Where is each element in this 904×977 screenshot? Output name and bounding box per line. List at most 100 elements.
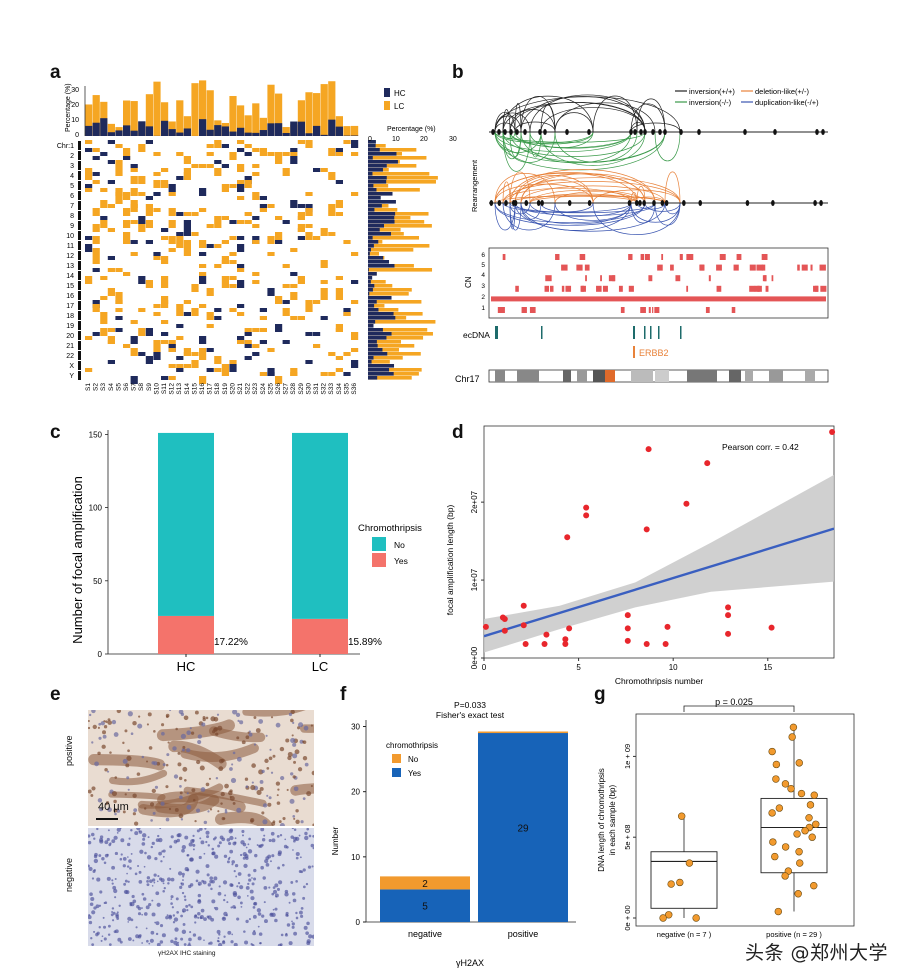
a-top-bar-lc bbox=[305, 92, 313, 136]
b-cn-seg bbox=[585, 275, 587, 282]
a-cell bbox=[214, 160, 222, 164]
a-right-bar-lc bbox=[368, 280, 386, 284]
e-pos-nucleus bbox=[251, 781, 254, 784]
a-cell bbox=[100, 328, 108, 336]
a-cell bbox=[221, 280, 229, 288]
a-right-bar-hc bbox=[368, 232, 392, 236]
a-right-bar-lc bbox=[368, 180, 436, 184]
g-point bbox=[789, 723, 798, 732]
a-cell bbox=[214, 356, 222, 364]
e-neg-nucleus bbox=[308, 834, 312, 838]
f-ytick-label: 30 bbox=[351, 723, 360, 732]
g-point bbox=[769, 838, 777, 846]
e-neg-nucleus bbox=[263, 886, 268, 890]
e-pos-nucleus bbox=[169, 710, 172, 712]
a-cell bbox=[100, 152, 108, 156]
a-top-bar-lc bbox=[191, 83, 199, 136]
e-neg-nucleus bbox=[166, 914, 169, 917]
e-neg-nucleus bbox=[119, 940, 123, 944]
a-top-bar-lc bbox=[145, 94, 153, 136]
e-neg-nucleus bbox=[229, 835, 234, 841]
e-neg-nucleus bbox=[277, 866, 281, 870]
e-pos-nucleus bbox=[232, 710, 238, 715]
a-right-bar-hc bbox=[368, 152, 397, 156]
a-cell bbox=[320, 168, 328, 172]
e-neg-nucleus bbox=[222, 940, 225, 943]
a-right-bar-hc bbox=[368, 344, 378, 348]
a-cell bbox=[161, 256, 169, 264]
e-neg-nucleus bbox=[302, 868, 306, 872]
b-cn-seg bbox=[716, 264, 722, 271]
e-pos-nucleus bbox=[245, 785, 249, 789]
b-erbb2-mark bbox=[633, 346, 635, 358]
e-neg-nucleus bbox=[241, 829, 245, 833]
b-cn-seg bbox=[497, 307, 505, 313]
e-pos-nucleus bbox=[104, 767, 108, 772]
a-cell bbox=[244, 152, 252, 156]
b-cn-tick-1: 1 bbox=[481, 305, 485, 312]
a-cell bbox=[290, 316, 298, 320]
d-point bbox=[725, 630, 732, 637]
e-neg-nucleus bbox=[96, 828, 99, 831]
a-cell bbox=[85, 168, 93, 176]
a-cell bbox=[221, 372, 229, 376]
f-bar-value: 29 bbox=[517, 824, 529, 835]
b-breakpoint bbox=[497, 129, 501, 135]
a-cell bbox=[115, 308, 123, 312]
a-chr-label: 8 bbox=[70, 213, 74, 220]
a-right-bar-hc bbox=[368, 164, 387, 168]
b-cn-seg bbox=[529, 307, 536, 313]
e-pos-nucleus bbox=[180, 818, 184, 821]
e-neg-nucleus bbox=[100, 939, 103, 942]
a-cell bbox=[168, 192, 176, 196]
a-right-bar-hc bbox=[368, 368, 390, 372]
a-right-bar-hc bbox=[368, 264, 395, 268]
e-neg-nucleus bbox=[170, 877, 175, 882]
b-cn-seg bbox=[648, 307, 651, 313]
a-cell bbox=[92, 268, 100, 272]
a-right-bar-hc bbox=[368, 192, 393, 196]
e-pos-nucleus bbox=[292, 721, 295, 724]
e-neg-nucleus bbox=[279, 834, 283, 837]
e-neg-nucleus bbox=[176, 838, 181, 843]
e-neg-nucleus bbox=[127, 856, 129, 858]
f-title2: Fisher's exact test bbox=[436, 710, 505, 720]
e-neg-nucleus bbox=[101, 935, 104, 938]
a-cell bbox=[138, 216, 146, 224]
e-pos-nucleus bbox=[114, 776, 118, 779]
a-cell bbox=[130, 320, 138, 324]
b-cn-seg bbox=[555, 254, 560, 260]
e-neg-nucleus bbox=[272, 908, 275, 911]
a-cell bbox=[328, 372, 336, 376]
e-neg-nucleus bbox=[126, 865, 130, 868]
a-cell bbox=[259, 308, 267, 312]
a-cell bbox=[214, 224, 222, 228]
a-right-bar-lc bbox=[368, 352, 421, 356]
a-cell bbox=[259, 208, 267, 212]
e-neg-nucleus bbox=[152, 878, 156, 882]
e-neg-nucleus bbox=[264, 859, 269, 864]
a-chr-label: 2 bbox=[70, 153, 74, 160]
panel-a-chr-labels: Chr:12345678910111213141516171819202122X… bbox=[57, 141, 81, 380]
e-neg-nucleus bbox=[189, 931, 192, 934]
e-neg-nucleus bbox=[125, 890, 130, 895]
a-cell bbox=[138, 148, 146, 152]
a-cell bbox=[176, 176, 184, 180]
e-neg-nucleus bbox=[213, 876, 218, 881]
b-breakpoint bbox=[513, 200, 518, 206]
a-right-bar-hc bbox=[368, 196, 381, 200]
e-pos-nucleus bbox=[178, 710, 184, 715]
a-cell bbox=[115, 292, 123, 296]
e-neg-nucleus bbox=[250, 896, 255, 901]
e-pos-nucleus bbox=[147, 712, 152, 717]
a-cell bbox=[183, 352, 191, 356]
e-neg-nucleus bbox=[226, 838, 231, 842]
e-pos-nucleus bbox=[94, 761, 99, 767]
a-cell bbox=[206, 288, 214, 296]
e-pos-nucleus bbox=[182, 766, 188, 772]
e-neg-nucleus bbox=[304, 831, 308, 836]
e-neg-nucleus bbox=[233, 942, 238, 946]
e-neg-nucleus bbox=[182, 923, 186, 926]
a-cell bbox=[183, 156, 191, 160]
e-neg-nucleus bbox=[137, 906, 142, 911]
